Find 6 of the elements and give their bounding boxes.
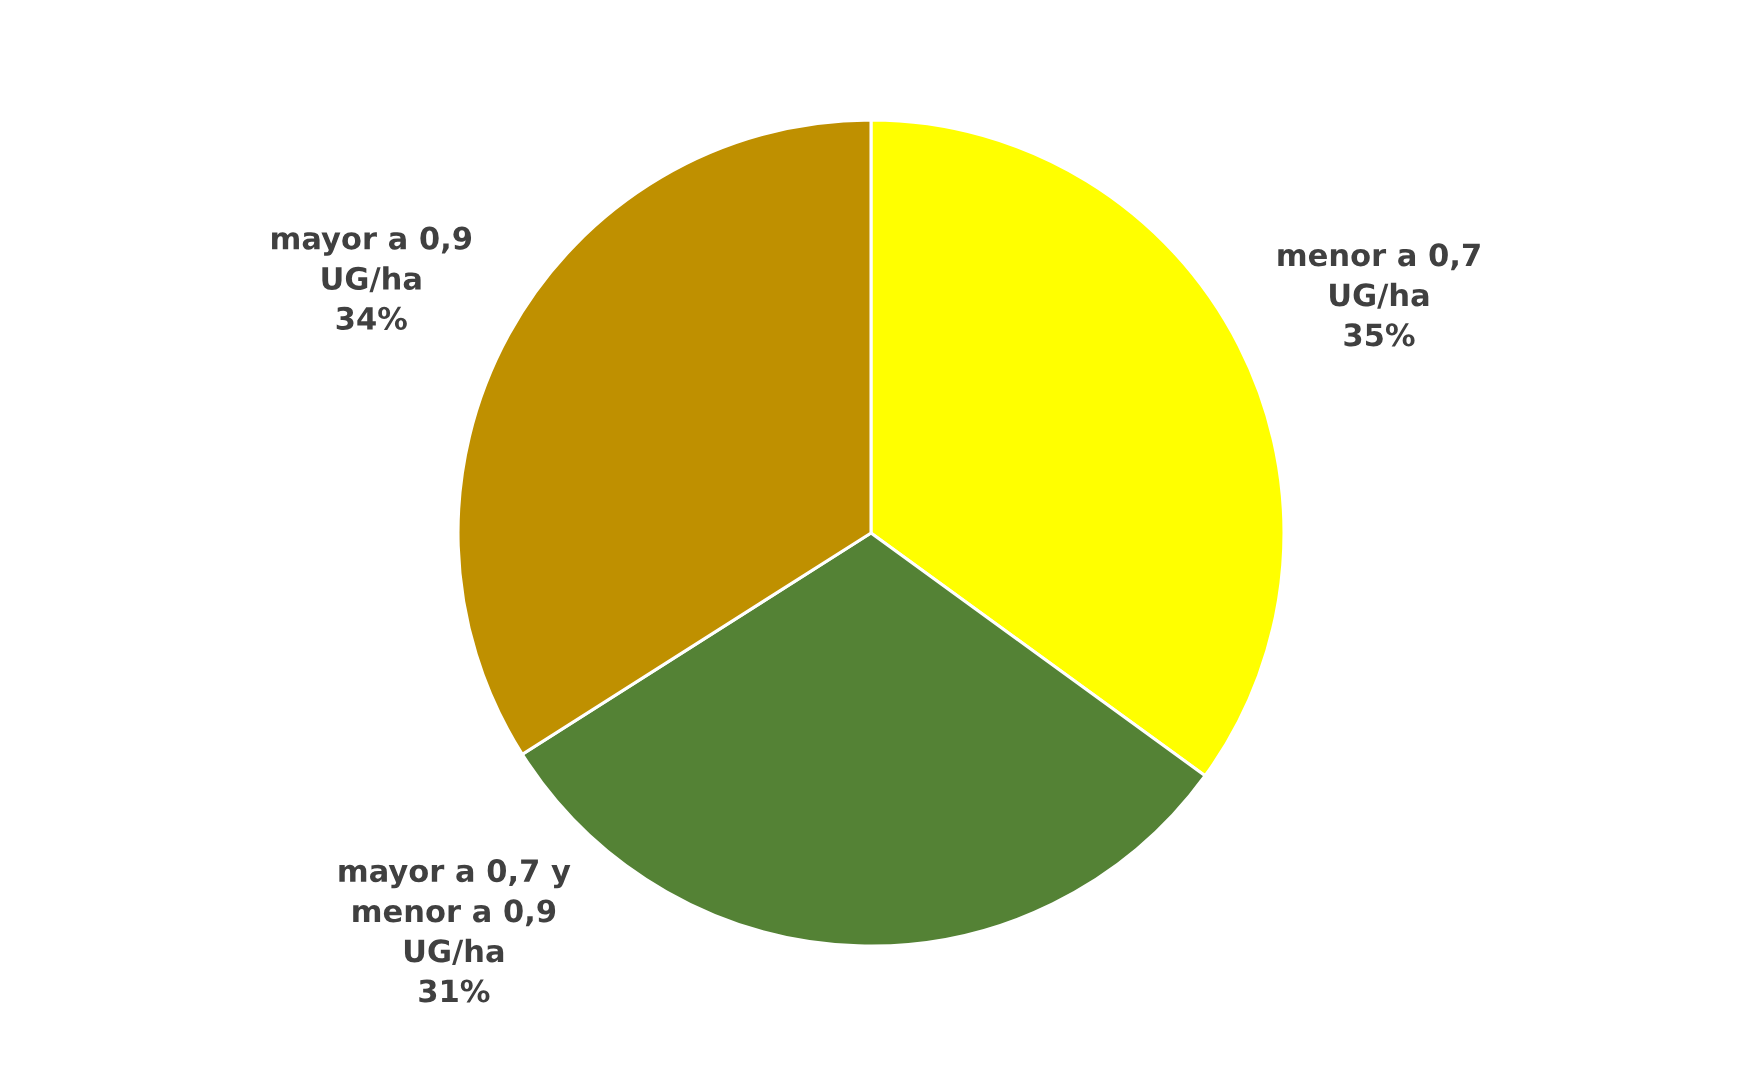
data-label: 35% (1344, 323, 1415, 347)
slice-label: menor a 0,7 UG/ha (1278, 243, 1480, 309)
data-label: 31% (419, 979, 490, 1003)
slice-label: mayor a 0,7 y menor a 0,9 UG/ha (339, 859, 571, 965)
slice-label: mayor a 0,9 UG/ha (272, 226, 472, 293)
data-label: 34% (336, 306, 407, 330)
